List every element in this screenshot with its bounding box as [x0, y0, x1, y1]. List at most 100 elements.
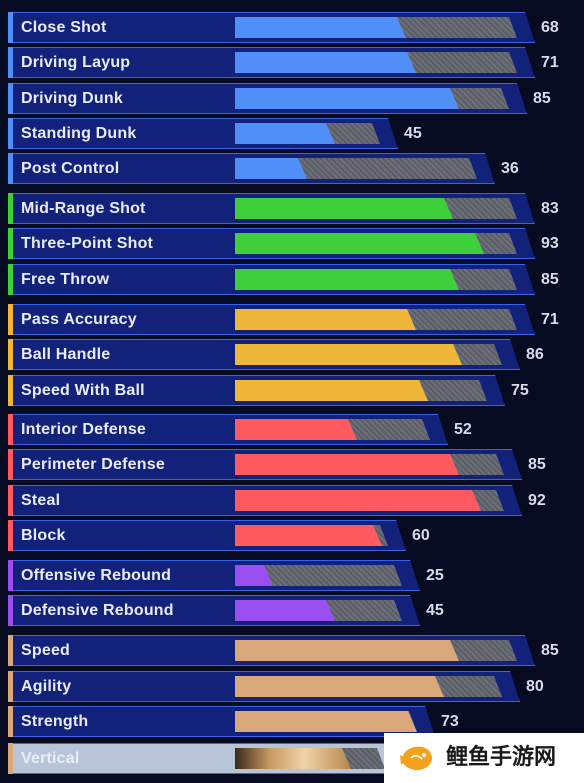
category-accent [8, 193, 13, 224]
rating-bar-track [235, 52, 517, 73]
rating-bar-fill [235, 158, 307, 179]
rating-bar-track [235, 269, 517, 290]
rating-value: 92 [528, 492, 546, 509]
attribute-label: Speed [21, 642, 71, 659]
category-accent [8, 228, 13, 259]
rating-value: 86 [526, 346, 544, 363]
attribute-row-pass-accuracy: Pass Accuracy 71 [0, 304, 584, 335]
rating-bar-track [235, 198, 517, 219]
rating-bar-track [235, 600, 402, 621]
rating-bar-track [235, 88, 509, 109]
attribute-row-speed-with-ball: Speed With Ball 75 [0, 375, 584, 406]
rating-bar-track [235, 158, 477, 179]
rating-bar-track [235, 380, 487, 401]
category-accent [8, 520, 13, 551]
rating-bar-fill [235, 88, 459, 109]
attribute-row-defensive-rebound: Defensive Rebound 45 [0, 595, 584, 626]
attribute-label: Ball Handle [21, 346, 111, 363]
attribute-row-standing-dunk: Standing Dunk 45 [0, 118, 584, 149]
attribute-row-driving-dunk: Driving Dunk 85 [0, 83, 584, 114]
attribute-row-mid-range-shot: Mid-Range Shot 83 [0, 193, 584, 224]
rating-bar-track [235, 419, 430, 440]
rating-bar-track [235, 711, 417, 732]
rating-bar-track [235, 748, 385, 769]
attribute-label: Interior Defense [21, 421, 147, 438]
carp-logo-icon [400, 746, 432, 771]
rating-value: 93 [541, 235, 559, 252]
category-accent [8, 449, 13, 480]
attribute-row-agility: Agility 80 [0, 671, 584, 702]
rating-bar-fill [235, 600, 335, 621]
category-accent [8, 671, 13, 702]
attribute-row-post-control: Post Control 36 [0, 153, 584, 184]
category-accent [8, 743, 13, 774]
attribute-row-driving-layup: Driving Layup 71 [0, 47, 584, 78]
attribute-row-free-throw: Free Throw 85 [0, 264, 584, 295]
category-accent [8, 339, 13, 370]
rating-value: 45 [426, 602, 444, 619]
rating-bar-track [235, 344, 502, 365]
rating-value: 71 [541, 54, 559, 71]
attribute-label: Mid-Range Shot [21, 200, 146, 217]
rating-bar-fill [235, 269, 459, 290]
rating-bar-fill [235, 309, 416, 330]
rating-bar-track [235, 565, 402, 586]
rating-value: 83 [541, 200, 559, 217]
category-accent [8, 47, 13, 78]
category-accent [8, 414, 13, 445]
category-accent [8, 83, 13, 114]
attribute-label: Strength [21, 713, 89, 730]
category-accent [8, 560, 13, 591]
attribute-label: Pass Accuracy [21, 311, 137, 328]
rating-value: 75 [511, 382, 529, 399]
attribute-label: Standing Dunk [21, 125, 137, 142]
attribute-label: Steal [21, 492, 61, 509]
rating-bar-fill [235, 233, 484, 254]
attribute-row-close-shot: Close Shot 68 [0, 12, 584, 43]
rating-bar-track [235, 17, 517, 38]
attribute-row-three-point-shot: Three-Point Shot 93 [0, 228, 584, 259]
attribute-row-strength: Strength 73 [0, 706, 584, 737]
rating-bar-fill [235, 676, 444, 697]
rating-value: 45 [404, 125, 422, 142]
rating-value: 52 [454, 421, 472, 438]
rating-bar-fill [235, 525, 382, 546]
attribute-row-perimeter-defense: Perimeter Defense 85 [0, 449, 584, 480]
rating-bar-fill [235, 640, 459, 661]
rating-bar-track [235, 309, 517, 330]
category-accent [8, 153, 13, 184]
attribute-label: Driving Dunk [21, 90, 123, 107]
attribute-label: Three-Point Shot [21, 235, 154, 252]
rating-bar-fill [235, 419, 357, 440]
category-accent [8, 118, 13, 149]
rating-value: 73 [441, 713, 459, 730]
rating-value: 85 [533, 90, 551, 107]
attribute-label: Perimeter Defense [21, 456, 165, 473]
rating-value: 80 [526, 678, 544, 695]
category-accent [8, 375, 13, 406]
rating-bar-fill [235, 565, 273, 586]
attribute-label: Vertical [21, 750, 80, 767]
rating-bar-fill [235, 52, 416, 73]
attribute-row-offensive-rebound: Offensive Rebound 25 [0, 560, 584, 591]
rating-value: 85 [541, 642, 559, 659]
rating-bar-fill [235, 123, 335, 144]
rating-value: 25 [426, 567, 444, 584]
rating-bar-fill [235, 380, 428, 401]
attribute-row-speed: Speed 85 [0, 635, 584, 666]
attribute-label: Block [21, 527, 66, 544]
category-accent [8, 595, 13, 626]
attribute-row-interior-defense: Interior Defense 52 [0, 414, 584, 445]
rating-bar-track [235, 676, 502, 697]
rating-bar-track [235, 123, 380, 144]
attribute-label: Post Control [21, 160, 120, 177]
rating-bar-fill [235, 490, 481, 511]
category-accent [8, 12, 13, 43]
rating-value: 85 [541, 271, 559, 288]
rating-bar-fill [235, 198, 453, 219]
category-accent [8, 635, 13, 666]
rating-bar-track [235, 233, 517, 254]
attribute-row-ball-handle: Ball Handle 86 [0, 339, 584, 370]
attribute-label: Close Shot [21, 19, 107, 36]
rating-value: 60 [412, 527, 430, 544]
